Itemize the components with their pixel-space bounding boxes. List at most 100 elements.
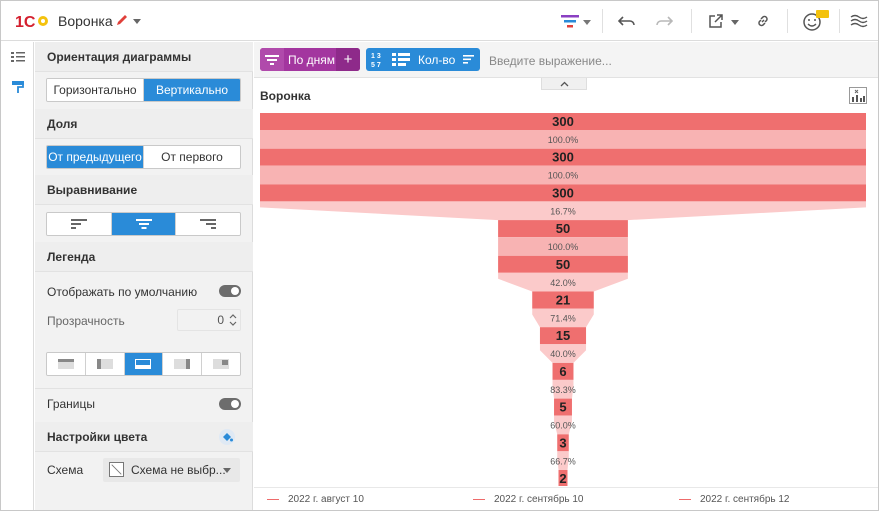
borders-label: Границы (47, 397, 95, 411)
link-icon[interactable] (752, 11, 774, 31)
funnel-connector (539, 344, 587, 363)
orientation-horizontal[interactable]: Горизонтально (47, 79, 144, 101)
chart-title: Воронка (260, 89, 311, 103)
legend-position-inside[interactable] (202, 353, 240, 375)
funnel-value-label: 21 (556, 293, 570, 308)
legend-position-bottom[interactable] (124, 353, 164, 375)
legend-label: 2022 г. сентябрь 12 (700, 494, 790, 505)
scheme-select[interactable]: Схема не выбр... (103, 458, 240, 482)
filter-dropdown-icon[interactable] (583, 20, 591, 25)
paint-bucket-icon[interactable] (219, 429, 235, 445)
funnel-connector (260, 201, 866, 221)
funnel-chart: 300 100.0% 300 100.0% 300 16.7% 50 100.0% 50 42.0… (260, 113, 866, 486)
funnel-percent-label: 71.4% (550, 314, 576, 324)
legend-position-right[interactable] (163, 353, 203, 375)
by-days-chip[interactable]: По дням + (260, 48, 360, 71)
funnel-value-label: 3 (559, 435, 566, 450)
legend-label: 2022 г. сентябрь 10 (494, 494, 584, 505)
legend-default-label: Отображать по умолчанию (47, 285, 198, 299)
export-icon[interactable] (705, 11, 727, 31)
pencil-icon[interactable] (115, 13, 129, 27)
funnel-value-label: 300 (552, 150, 574, 165)
stepper-arrows-icon[interactable] (229, 313, 237, 327)
filter-icon (260, 48, 284, 71)
funnel-bar (558, 470, 568, 486)
redo-icon[interactable] (653, 11, 675, 31)
align-left-button[interactable] (47, 213, 112, 235)
orientation-vertical[interactable]: Вертикально (144, 79, 240, 101)
no-scheme-icon (109, 462, 124, 477)
funnel-percent-label: 83.3% (550, 385, 576, 395)
svg-text:1 3: 1 3 (371, 53, 381, 60)
funnel-value-label: 300 (552, 185, 574, 200)
report-title[interactable]: Воронка (58, 13, 113, 29)
filter-icon[interactable] (559, 11, 581, 31)
borders-toggle[interactable] (219, 398, 241, 410)
align-left-icon (70, 219, 87, 229)
alignment-heading: Выравнивание (35, 175, 253, 205)
chart-options-icon[interactable] (849, 87, 867, 104)
funnel-value-label: 6 (559, 364, 566, 379)
legend-label: 2022 г. август 10 (288, 494, 364, 505)
funnel-bar (498, 220, 628, 238)
undo-icon[interactable] (616, 11, 638, 31)
legend-item[interactable]: 2022 г. сентябрь 12 (679, 494, 790, 505)
expression-input[interactable]: Введите выражение... (489, 54, 612, 68)
orientation-heading: Ориентация диаграммы (35, 42, 253, 72)
funnel-value-label: 15 (556, 328, 570, 343)
svg-text:5 7: 5 7 (371, 62, 381, 69)
grid-icon (392, 52, 410, 66)
legend-swatch (473, 499, 485, 500)
opacity-stepper[interactable]: 0 (177, 309, 241, 331)
sort-icon[interactable] (463, 55, 475, 64)
funnel-connector (554, 415, 572, 435)
funnel-value-label: 2 (559, 471, 566, 486)
legend-inside-icon (213, 359, 230, 369)
align-center-icon (135, 219, 152, 229)
funnel-connector (260, 165, 866, 185)
share-from-previous[interactable]: От предыдущего (47, 146, 144, 168)
add-icon[interactable]: + (336, 48, 360, 71)
align-center-button[interactable] (111, 213, 177, 235)
align-right-button[interactable] (176, 213, 240, 235)
funnel-connector (557, 451, 569, 470)
funnel-percent-label: 16.7% (550, 206, 576, 216)
scheme-label: Схема (47, 463, 84, 477)
funnel-value-label: 5 (559, 400, 566, 415)
legend-top-icon (57, 359, 74, 369)
funnel-bar (557, 434, 569, 452)
funnel-connector (498, 237, 628, 256)
menu-icon[interactable] (848, 11, 870, 31)
funnel-percent-label: 66.7% (550, 456, 576, 466)
alignment-switch (46, 212, 241, 236)
legend-position-left[interactable] (85, 353, 125, 375)
share-from-first[interactable]: От первого (144, 146, 240, 168)
list-icon (10, 52, 25, 62)
funnel-bar (532, 291, 594, 309)
title-dropdown-icon[interactable] (133, 19, 141, 24)
feedback-icon[interactable] (802, 10, 830, 31)
legend-position-switch (46, 352, 241, 376)
funnel-value-label: 300 (552, 114, 574, 129)
rail-format-tab[interactable] (1, 72, 34, 102)
legend-position-top[interactable] (47, 353, 86, 375)
collapse-toolbar-button[interactable] (541, 78, 587, 90)
legend-default-toggle[interactable] (219, 285, 241, 297)
toolbar-divider (691, 9, 692, 33)
funnel-connector (260, 130, 866, 149)
funnel-connector (498, 272, 628, 292)
color-settings-heading: Настройки цвета (35, 422, 253, 452)
orientation-switch: Горизонтально Вертикально (46, 78, 241, 102)
chart-legend: 2022 г. август 10 2022 г. сентябрь 10 20… (254, 487, 878, 510)
legend-item[interactable]: 2022 г. август 10 (267, 494, 364, 505)
funnel-bar (552, 362, 574, 380)
legend-item[interactable]: 2022 г. сентябрь 10 (473, 494, 584, 505)
funnel-percent-label: 100.0% (548, 171, 579, 181)
1c-logo: 1С (15, 14, 48, 31)
rail-data-tab[interactable] (1, 42, 34, 72)
legend-swatch (679, 499, 691, 500)
export-dropdown-icon[interactable] (731, 20, 739, 25)
funnel-connector (552, 379, 574, 399)
